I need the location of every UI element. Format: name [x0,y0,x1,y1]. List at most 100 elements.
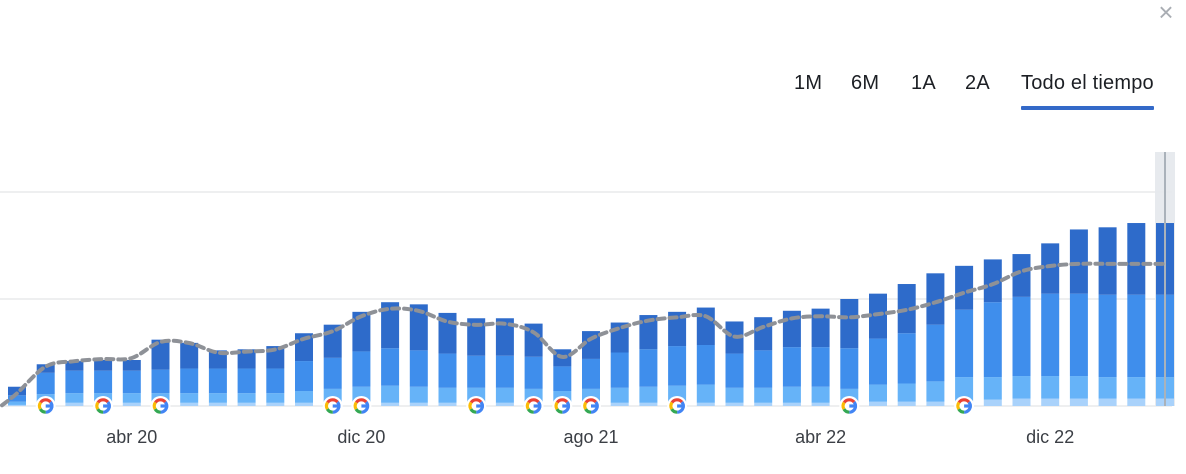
tab-6m[interactable]: 6M [851,72,880,94]
bar-segment [409,304,428,351]
google-icon-arc [957,398,971,404]
bar-segment [725,402,744,406]
google-icon-arc [38,408,46,414]
bar-segment [352,351,371,387]
google-icon-arc [39,398,52,404]
bar-segment [1012,398,1031,406]
active-tab-indicator [1021,106,1154,110]
google-icon [322,396,343,416]
bar-segment [180,368,199,394]
google-icon-arc [956,401,961,410]
x-tick-label: dic 22 [1026,427,1074,447]
trend-line [0,261,1167,408]
bar-segment [869,384,887,402]
close-icon[interactable]: × [1158,0,1174,27]
bar-segment [237,402,256,406]
tab-2a[interactable]: 2A [965,72,990,94]
google-icon-arc [96,398,110,404]
bar-segment [295,361,313,392]
google-icon-arc [670,398,684,404]
bar-segment [1098,294,1117,378]
tab-todo-el-tiempo[interactable]: Todo el tiempo [1021,72,1154,94]
bar-segment [122,393,141,403]
bar-segment [65,393,84,403]
bar-segment [295,402,313,406]
bar-segment [782,347,801,387]
google-icon-arc [670,408,678,414]
bar-segment [208,402,227,406]
bar-segment [897,333,916,384]
google-update-markers [35,396,975,416]
bar-segment [1069,376,1088,399]
tab-1a[interactable]: 1A [911,72,936,94]
google-icon-arc [841,401,846,410]
bar-segment [438,387,457,403]
bar-segment [65,402,84,406]
bar-segment [1041,398,1060,406]
bar-segment [208,368,227,394]
bar-segment [381,385,400,403]
bar-segment [151,369,170,394]
bar-segment [180,393,199,403]
bar-segment [1127,223,1146,295]
google-icon-arc [469,408,477,414]
google-icon-arc [842,408,850,414]
bar-segment [1012,296,1031,377]
bar-segment [610,402,629,406]
bar-segment [983,399,1002,406]
bar-segment [323,357,342,389]
chart-bars [8,223,1174,406]
google-icon-arc [354,408,362,414]
bar-segment [438,353,457,388]
bar-segment [696,384,715,403]
google-icon [35,396,56,416]
bar-segment [1041,293,1060,377]
bar-segment [409,402,428,406]
google-icon-arc [326,398,339,404]
bar-segment [696,402,715,406]
x-tick-label: abr 20 [106,427,157,447]
bar-segment [1098,377,1117,399]
bar-segment [266,402,285,406]
google-icon-arc [554,401,559,410]
bar-segment [151,339,170,370]
bar-segment [926,401,945,406]
bar-segment [94,359,113,371]
bar-segment [1127,398,1146,406]
google-icon [93,396,114,416]
google-icon-arc [324,401,330,410]
bar-segment [639,386,658,403]
google-icon-arc [152,401,157,410]
google-icon [466,396,487,416]
bar-segment [352,311,371,352]
bar-segment [610,352,629,388]
bar-segment [639,402,658,406]
bar-segment [725,387,744,403]
bar-segment [1127,294,1146,378]
bar-segment [295,391,313,403]
google-icon-arc [469,398,483,404]
google-icon-arc [154,398,167,404]
bar-segment [495,402,514,406]
google-icon-arc [153,408,161,414]
google-icon [523,396,544,416]
bar-segment [869,401,887,406]
google-icon-arc [525,401,530,410]
bar-segment [610,387,629,403]
bar-segment [208,393,227,403]
bar-segment [94,370,113,394]
bar-segment [983,377,1002,400]
google-icon-arc [555,398,569,404]
x-tick-label: abr 22 [795,427,846,447]
bar-segment [754,402,773,406]
google-icon-arc [584,408,592,414]
bar-segment [122,402,141,406]
bar-segment [668,346,687,386]
bar-segment [1098,227,1117,295]
tab-1m[interactable]: 1M [794,72,823,94]
google-icon-arc [842,398,856,404]
bar-segment [754,387,773,403]
bar-segment [897,401,916,406]
bar-segment [926,381,945,402]
bar-segment [811,402,830,406]
